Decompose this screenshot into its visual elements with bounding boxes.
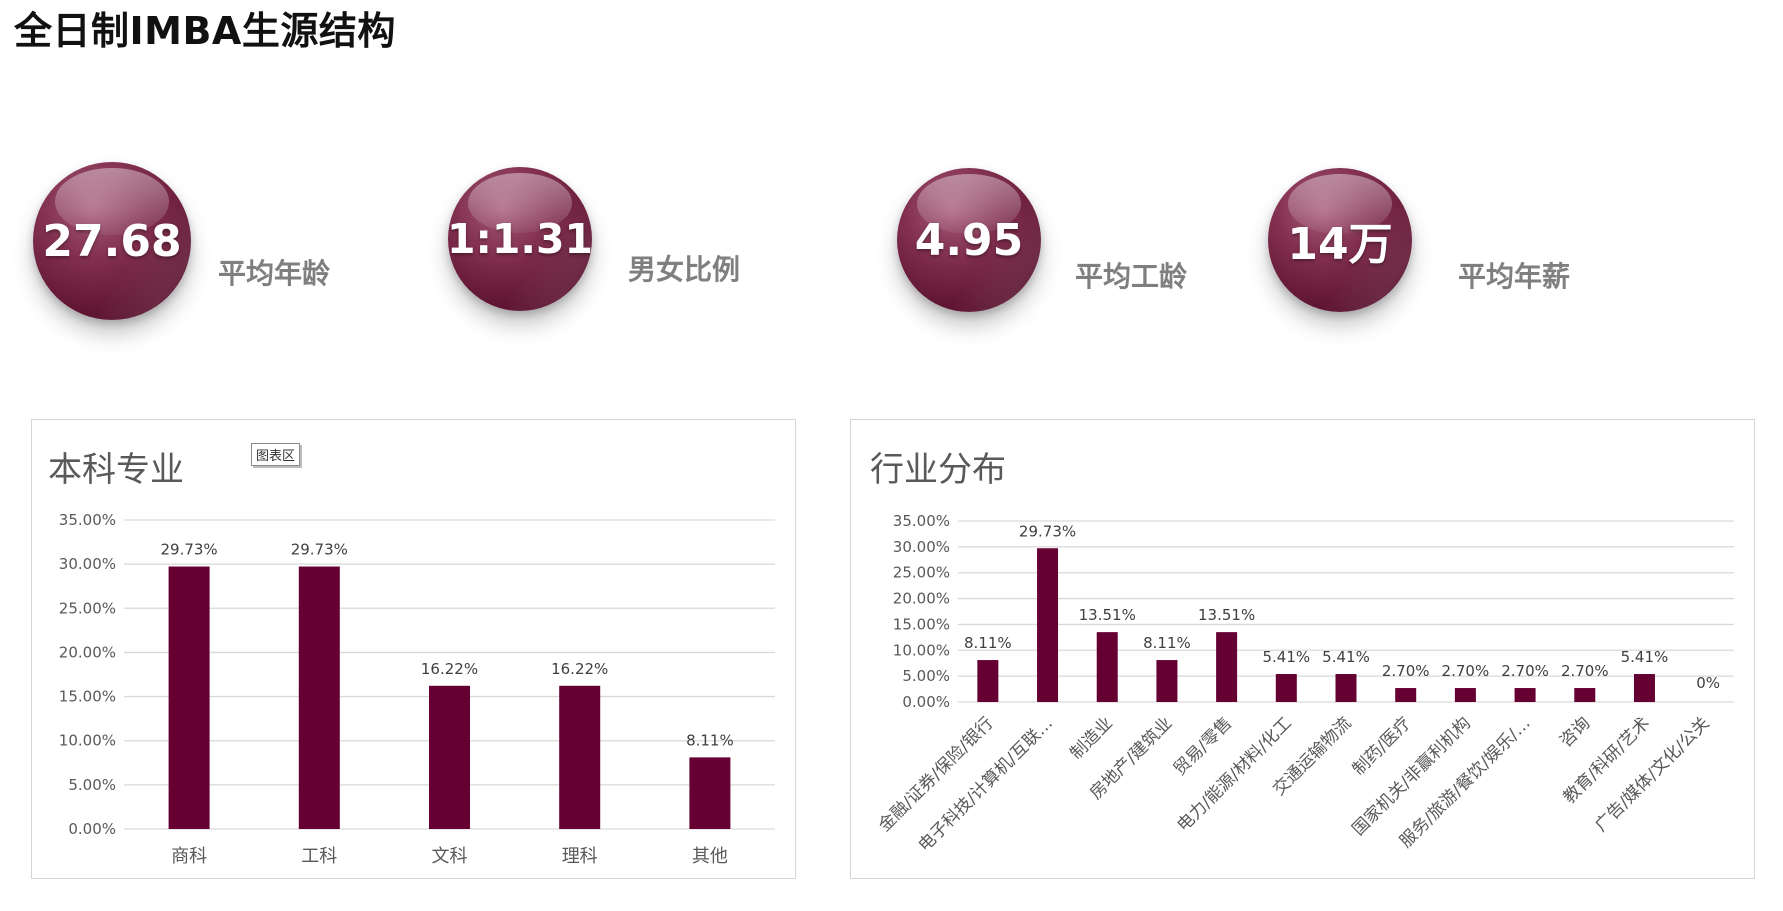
x-tick-label: 咨询 [1556, 713, 1594, 751]
bar [1335, 674, 1357, 702]
stat-orb-salary: 14万 [1268, 168, 1412, 312]
data-label: 2.70% [1501, 662, 1549, 680]
y-tick-label: 25.00% [893, 564, 950, 582]
chart-title-major: 本科专业 [48, 450, 184, 490]
y-tick-label: 25.00% [59, 599, 116, 617]
data-label: 8.11% [964, 634, 1012, 652]
y-tick-label: 15.00% [893, 615, 950, 633]
bar [1096, 632, 1118, 702]
y-tick-label: 0.00% [68, 820, 116, 838]
bar [1454, 688, 1476, 702]
y-tick-label: 35.00% [893, 512, 950, 530]
y-tick-label: 10.00% [893, 641, 950, 659]
bar [1037, 548, 1059, 702]
data-label: 29.73% [160, 541, 217, 559]
x-tick-label: 文科 [432, 846, 468, 867]
data-label: 16.22% [421, 660, 478, 678]
stat-value-salary: 14万 [1287, 219, 1393, 270]
data-label: 13.51% [1198, 606, 1255, 624]
x-tick-label: 商科 [171, 846, 207, 867]
x-tick-label: 工科 [301, 846, 337, 867]
data-label: 2.70% [1442, 662, 1490, 680]
y-tick-label: 5.00% [68, 776, 116, 794]
stat-value-work-years: 4.95 [914, 214, 1024, 266]
y-tick-label: 20.00% [893, 590, 950, 608]
x-tick-label: 制造业 [1067, 713, 1117, 763]
y-tick-label: 15.00% [59, 688, 116, 706]
stat-orb-work-years: 4.95 [897, 168, 1041, 312]
x-tick-label: 广告/媒体/文化/公关 [1591, 713, 1713, 835]
chart-major: 0.00% 5.00% 10.00% 15.00% 20.00% 25.00% 30.00%… [59, 511, 775, 867]
bar [1275, 674, 1297, 702]
data-label: 16.22% [551, 660, 608, 678]
bar [559, 685, 601, 829]
chart-panel-industry[interactable]: 行业分布 0.00% 5.00% 10.00% 15.00% 20.00% 25.00% 3… [850, 419, 1755, 879]
data-label: 2.70% [1382, 662, 1430, 680]
data-label: 8.11% [686, 731, 734, 749]
stat-label-gender-ratio: 男女比例 [628, 253, 741, 286]
bar [977, 660, 999, 702]
data-label: 8.11% [1143, 634, 1191, 652]
y-tick-label: 30.00% [893, 538, 950, 556]
bar [168, 566, 210, 829]
bar [1574, 688, 1596, 702]
y-tick-label: 30.00% [59, 555, 116, 573]
chart-panel-major[interactable]: 本科专业 图表区 0.00% 5.00% 10.00% 15.00% 20.00% 25.… [31, 419, 796, 879]
bar [1633, 674, 1655, 702]
data-label: 0% [1696, 674, 1720, 692]
data-label: 2.70% [1561, 662, 1609, 680]
bar [689, 757, 731, 829]
data-label: 5.41% [1621, 648, 1669, 666]
data-label: 5.41% [1322, 648, 1370, 666]
data-label: 13.51% [1079, 606, 1136, 624]
bar [1514, 688, 1536, 702]
stat-value-age: 27.68 [42, 215, 182, 267]
x-tick-label: 金融/证券/保险/银行 [875, 713, 997, 835]
bar [298, 566, 340, 829]
x-tick-label: 其他 [692, 846, 728, 867]
page-title: 全日制IMBA生源结构 [14, 9, 396, 53]
y-tick-label: 20.00% [59, 643, 116, 661]
y-tick-label: 35.00% [59, 511, 116, 529]
y-tick-label: 5.00% [902, 667, 950, 685]
stat-label-work-years: 平均工龄 [1075, 260, 1188, 293]
data-label: 5.41% [1262, 648, 1310, 666]
y-tick-label: 0.00% [902, 693, 950, 711]
stat-value-gender-ratio: 1:1.31 [448, 215, 592, 263]
bar [1216, 632, 1238, 702]
bar [1156, 660, 1178, 702]
data-label: 29.73% [291, 541, 348, 559]
chart-area-tag: 图表区 [251, 443, 301, 466]
bar [1395, 688, 1417, 702]
stat-label-salary: 平均年薪 [1458, 260, 1571, 293]
chart-industry: 0.00% 5.00% 10.00% 15.00% 20.00% 25.00% 30.00%… [875, 512, 1734, 856]
data-label: 29.73% [1019, 522, 1076, 540]
x-tick-label: 电力/能源/材料/化工 [1173, 713, 1295, 835]
chart-title-industry: 行业分布 [870, 450, 1006, 490]
stat-label-age: 平均年龄 [218, 257, 331, 290]
y-tick-label: 10.00% [59, 732, 116, 750]
stat-orb-age: 27.68 [33, 162, 191, 320]
bar [429, 685, 470, 829]
stat-orb-gender-ratio: 1:1.31 [448, 167, 592, 311]
x-tick-label: 理科 [562, 846, 598, 867]
